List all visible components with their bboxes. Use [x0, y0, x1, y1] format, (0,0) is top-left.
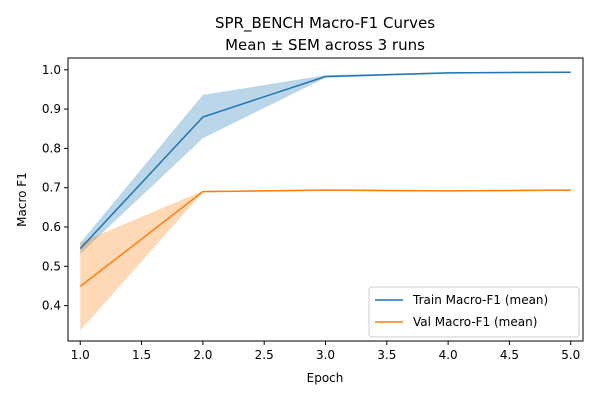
legend-box — [368, 286, 580, 338]
y-tick-label: 0.5 — [42, 259, 61, 273]
legend: Train Macro-F1 (mean) Val Macro-F1 (mean… — [368, 286, 580, 338]
x-axis-ticks: 1.0 1.5 2.0 2.5 3.0 3.5 4.0 4.5 5.0 — [71, 341, 580, 362]
y-tick-label: 0.4 — [42, 299, 61, 313]
x-tick-label: 1.0 — [71, 348, 90, 362]
x-tick-label: 2.0 — [193, 348, 212, 362]
legend-label-train: Train Macro-F1 (mean) — [412, 293, 548, 307]
y-tick-label: 1.0 — [42, 63, 61, 77]
x-tick-label: 3.0 — [316, 348, 335, 362]
y-tick-label: 0.7 — [42, 181, 61, 195]
series-lines — [79, 71, 571, 287]
y-axis-label: Macro F1 — [15, 172, 29, 227]
x-tick-label: 4.5 — [500, 348, 519, 362]
y-tick-label: 0.8 — [42, 141, 61, 155]
x-tick-label: 1.5 — [132, 348, 151, 362]
legend-label-val: Val Macro-F1 (mean) — [413, 315, 537, 329]
chart-title-line2: Mean ± SEM across 3 runs — [225, 36, 425, 54]
chart-title-line1: SPR_BENCH Macro-F1 Curves — [215, 14, 435, 33]
x-tick-label: 4.0 — [439, 348, 458, 362]
x-tick-label: 2.5 — [255, 348, 274, 362]
x-tick-label: 5.0 — [561, 348, 580, 362]
y-tick-label: 0.9 — [42, 102, 61, 116]
x-tick-label: 3.5 — [377, 348, 396, 362]
y-tick-label: 0.6 — [42, 220, 61, 234]
series-line-val — [79, 189, 571, 287]
y-axis-ticks: 0.4 0.5 0.6 0.7 0.8 0.9 1.0 — [42, 63, 68, 313]
series-line-train — [79, 71, 571, 250]
x-axis-label: Epoch — [307, 371, 344, 385]
